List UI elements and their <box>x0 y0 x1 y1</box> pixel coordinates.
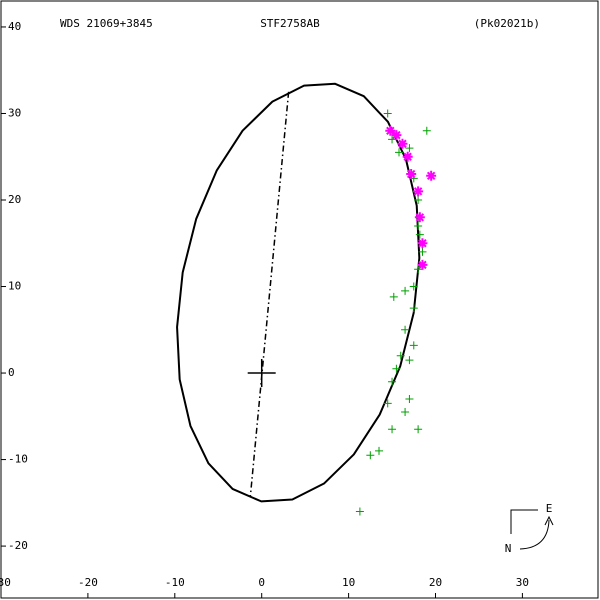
x-tick-label: 0 <box>258 576 265 589</box>
y-tick-label: 30 <box>8 106 21 119</box>
y-tick-label: 10 <box>8 280 21 293</box>
observation <box>409 282 418 291</box>
y-tick-label: 20 <box>8 193 21 206</box>
observation <box>396 351 405 360</box>
observation <box>422 126 431 135</box>
x-tick-label: -10 <box>165 576 185 589</box>
observation <box>388 135 397 144</box>
chart-title: STF2758AB <box>260 17 320 30</box>
observation <box>402 151 413 162</box>
observation <box>413 186 424 197</box>
orbit <box>176 82 421 503</box>
observation <box>417 259 428 270</box>
observation <box>401 407 410 416</box>
x-tick-label: -20 <box>78 576 98 589</box>
x-tick-label: 20 <box>429 576 442 589</box>
compass-east: E <box>546 502 553 515</box>
compass-arrowhead <box>544 515 554 526</box>
observation <box>383 109 392 118</box>
line-of-nodes <box>249 91 290 496</box>
observation <box>405 144 414 153</box>
observation <box>417 238 428 249</box>
x-tick-label: 30 <box>516 576 529 589</box>
observation <box>414 265 423 274</box>
observation <box>391 130 402 141</box>
y-tick-label: 0 <box>8 366 15 379</box>
observation <box>418 247 427 256</box>
observation <box>409 341 418 350</box>
compass-arrow <box>519 519 550 550</box>
observation <box>401 325 410 334</box>
observation <box>375 446 384 455</box>
observation <box>406 169 417 180</box>
observation <box>414 425 423 434</box>
observation <box>409 304 418 313</box>
observation <box>405 395 414 403</box>
observation <box>397 138 408 149</box>
observation <box>414 212 425 223</box>
observation <box>426 170 437 181</box>
observation <box>414 221 423 230</box>
compass: E N <box>505 502 554 555</box>
observation <box>388 425 397 434</box>
observation <box>395 148 403 157</box>
observation <box>383 399 392 408</box>
compass-lines <box>510 509 538 534</box>
observation <box>401 286 410 295</box>
y-tick-label: -20 <box>8 539 28 552</box>
observation <box>392 364 401 373</box>
x-tick-label: -30 <box>0 576 11 589</box>
header-left: WDS 21069+3845 <box>60 17 153 30</box>
observation <box>366 451 375 460</box>
primary-star <box>247 359 276 388</box>
observation <box>388 377 397 386</box>
observation <box>415 230 424 239</box>
observation <box>355 507 364 516</box>
x-tick-label: 10 <box>342 576 355 589</box>
observation <box>389 292 398 301</box>
compass-north: N <box>505 542 512 555</box>
observation <box>385 125 396 136</box>
header-right: (Pk02021b) <box>474 17 540 30</box>
y-tick-label: -10 <box>8 453 28 466</box>
observation <box>405 356 414 365</box>
y-tick-label: 40 <box>8 20 21 33</box>
observation <box>414 196 423 204</box>
